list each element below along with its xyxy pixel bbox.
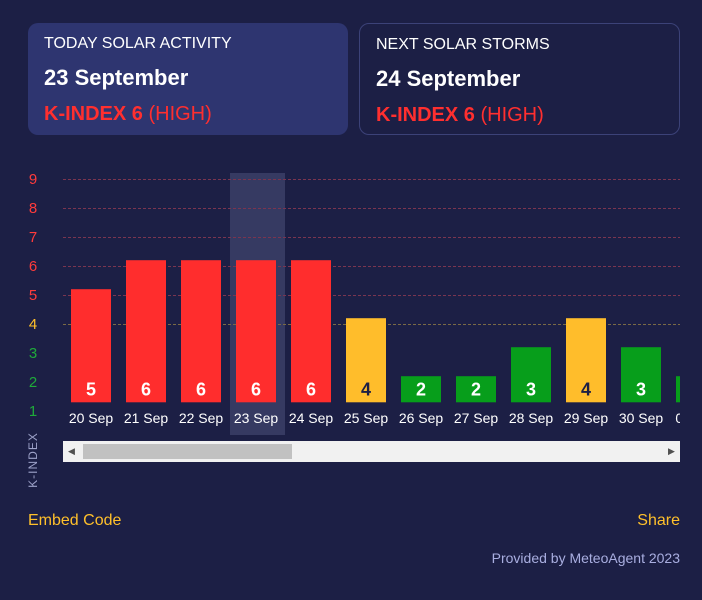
bar	[676, 376, 680, 403]
today-card: TODAY SOLAR ACTIVITY 23 September K-INDE…	[28, 23, 348, 135]
y-tick-label: 8	[29, 200, 37, 217]
bar	[456, 376, 496, 403]
next-kindex-line: K-INDEX 6 (HIGH)	[376, 104, 663, 127]
today-date: 23 September	[44, 65, 189, 90]
kindex-bar-chart: 9 8 7 6 5 4 3 2 1 5 6 6 6 6 4 2 2 3 4 3 2 20 Sep 21 Sep 22 Sep 2…	[29, 171, 702, 435]
bar-value-label: 2	[691, 379, 701, 399]
scroll-thumb[interactable]	[83, 444, 292, 459]
bar	[621, 347, 661, 403]
bar-value-label: 2	[416, 379, 426, 399]
bar-value-label: 3	[636, 379, 646, 399]
x-tick-label: 24 Sep	[289, 410, 334, 426]
x-tick-label: 28 Sep	[509, 410, 554, 426]
bar	[181, 260, 221, 403]
bar	[291, 260, 331, 403]
x-tick-label: 27 Sep	[454, 410, 499, 426]
x-tick-label: 29 Sep	[564, 410, 609, 426]
y-tick-label: 1	[29, 403, 37, 420]
next-storm-card: NEXT SOLAR STORMS 24 September K-INDEX 6…	[359, 23, 680, 135]
bar	[236, 260, 276, 403]
bar-value-label: 5	[86, 379, 96, 399]
bar-value-label: 6	[196, 379, 206, 399]
y-tick-label: 4	[29, 316, 37, 333]
y-tick-label: 7	[29, 229, 37, 246]
bar	[346, 318, 386, 403]
bar	[511, 347, 551, 403]
bar-value-label: 4	[581, 379, 591, 399]
y-tick-label: 6	[29, 258, 37, 275]
bar	[126, 260, 166, 403]
x-tick-label: 21 Sep	[124, 410, 169, 426]
next-date: 24 September	[376, 66, 521, 91]
bar-value-label: 3	[526, 379, 536, 399]
x-tick-label: 26 Sep	[399, 410, 444, 426]
bar	[71, 289, 111, 403]
x-tick-label: 30 Sep	[619, 410, 664, 426]
y-tick-label: 3	[29, 345, 37, 362]
share-link[interactable]: Share	[637, 512, 680, 529]
x-tick-label: 20 Sep	[69, 410, 114, 426]
today-label: TODAY SOLAR ACTIVITY	[44, 35, 232, 52]
bar-value-label: 6	[306, 379, 316, 399]
today-level: (HIGH)	[148, 103, 212, 125]
credit-text: Provided by MeteoAgent 2023	[491, 550, 680, 566]
chart-scrollbar[interactable]: ◀ ▶	[63, 441, 680, 462]
today-kindex: K-INDEX 6	[44, 103, 143, 125]
x-tick-label: 22 Sep	[179, 410, 224, 426]
next-level: (HIGH)	[480, 104, 544, 126]
bar	[401, 376, 441, 403]
embed-code-link[interactable]: Embed Code	[28, 512, 122, 529]
y-tick-label: 2	[29, 374, 37, 391]
x-tick-label: 25 Sep	[344, 410, 389, 426]
bar-value-label: 6	[251, 379, 261, 399]
bar-value-label: 6	[141, 379, 151, 399]
next-label: NEXT SOLAR STORMS	[376, 36, 550, 53]
next-kindex: K-INDEX 6	[376, 104, 475, 126]
scroll-left-icon[interactable]: ◀	[68, 446, 75, 456]
today-kindex-line: K-INDEX 6 (HIGH)	[44, 103, 332, 126]
bar-value-label: 2	[471, 379, 481, 399]
y-tick-label: 9	[29, 171, 37, 188]
y-axis-label: K-INDEX	[26, 432, 40, 488]
bar	[566, 318, 606, 403]
x-tick-label: 01 Oct	[675, 410, 702, 426]
bar-value-label: 4	[361, 379, 371, 399]
y-tick-label: 5	[29, 287, 37, 304]
scroll-right-icon[interactable]: ▶	[668, 446, 675, 456]
x-tick-label: 23 Sep	[234, 410, 279, 426]
